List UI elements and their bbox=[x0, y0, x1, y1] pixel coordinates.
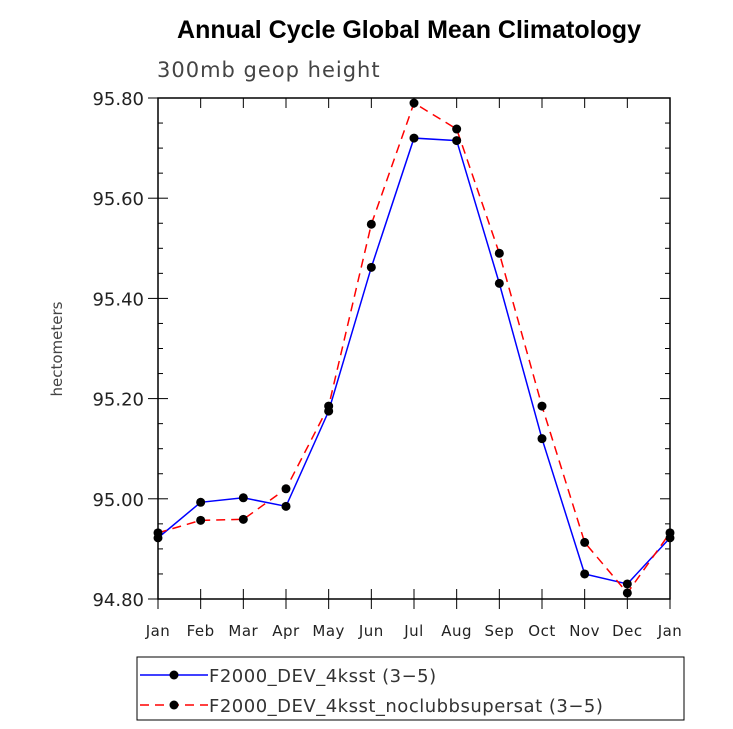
y-tick-label: 95.00 bbox=[92, 490, 144, 511]
data-point-series-2 bbox=[622, 588, 632, 598]
x-tick-label: Oct bbox=[528, 622, 555, 640]
data-point-series-2 bbox=[409, 98, 419, 108]
legend-marker-2 bbox=[169, 700, 179, 710]
data-point-series-2 bbox=[281, 484, 291, 494]
data-point-series-1 bbox=[622, 579, 632, 589]
data-point-series-1 bbox=[537, 434, 547, 444]
x-tick-label: Sep bbox=[484, 622, 514, 640]
legend-marker-1 bbox=[169, 670, 179, 680]
x-tick-label: May bbox=[312, 622, 345, 640]
data-point-series-2 bbox=[494, 248, 504, 258]
data-point-series-1 bbox=[494, 278, 504, 288]
x-tick-label: Jul bbox=[403, 622, 424, 640]
data-point-series-1 bbox=[366, 262, 376, 272]
data-point-series-1 bbox=[196, 497, 206, 507]
x-tick-labels: Jan Feb Mar Apr May Jun Jul Aug Sep Oct Nov Dec Jan bbox=[145, 622, 683, 640]
data-point-series-2 bbox=[366, 219, 376, 229]
data-point-series-2 bbox=[452, 124, 462, 134]
chart-subtitle: 300mb geop height bbox=[157, 58, 381, 82]
legend-label-2: F2000_DEV_4ksst_noclubbsupersat (3−5) bbox=[209, 696, 603, 717]
y-tick-label: 95.60 bbox=[92, 189, 144, 210]
series-line-1 bbox=[157, 137, 671, 585]
legend-items: F2000_DEV_4ksst (3−5) F2000_DEV_4ksst_noc… bbox=[140, 666, 603, 717]
data-point-series-2 bbox=[196, 515, 206, 525]
legend-label-1: F2000_DEV_4ksst (3−5) bbox=[209, 666, 437, 687]
legend: F2000_DEV_4ksst (3−5) F2000_DEV_4ksst_noc… bbox=[136, 656, 685, 721]
y-tick-label: 95.40 bbox=[92, 289, 144, 310]
y-axis-label: hectometers bbox=[48, 301, 66, 396]
data-point-series-2 bbox=[537, 401, 547, 411]
y-tick-label: 95.20 bbox=[92, 390, 144, 411]
series-layer bbox=[153, 98, 675, 598]
x-tick-label: Aug bbox=[441, 622, 472, 640]
x-tick-label: Apr bbox=[272, 622, 300, 640]
chart-title: Annual Cycle Global Mean Climatology bbox=[177, 16, 641, 44]
legend-box bbox=[136, 656, 685, 721]
data-point-series-1 bbox=[452, 136, 462, 146]
series-line-2 bbox=[157, 101, 671, 595]
data-point-series-2 bbox=[324, 401, 334, 411]
plot-frame bbox=[157, 97, 671, 600]
y-tick-labels: 94.80 95.00 95.20 95.40 95.60 95.80 bbox=[92, 89, 144, 611]
x-tick-label: Mar bbox=[228, 622, 258, 640]
x-tick-label: Jun bbox=[358, 622, 384, 640]
x-tick-label: Nov bbox=[569, 622, 600, 640]
x-tick-label: Jan bbox=[657, 622, 683, 640]
axis-ticks bbox=[148, 97, 671, 609]
data-point-series-2 bbox=[580, 537, 590, 547]
x-tick-label: Dec bbox=[612, 622, 643, 640]
y-tick-label: 94.80 bbox=[92, 590, 144, 611]
data-point-series-2 bbox=[238, 514, 248, 524]
data-point-series-1 bbox=[409, 133, 419, 143]
data-point-series-1 bbox=[580, 569, 590, 579]
x-tick-label: Jan bbox=[145, 622, 171, 640]
x-tick-label: Feb bbox=[187, 622, 215, 640]
data-point-series-1 bbox=[281, 501, 291, 511]
data-point-series-1 bbox=[238, 493, 248, 503]
y-tick-label: 95.80 bbox=[92, 89, 144, 110]
